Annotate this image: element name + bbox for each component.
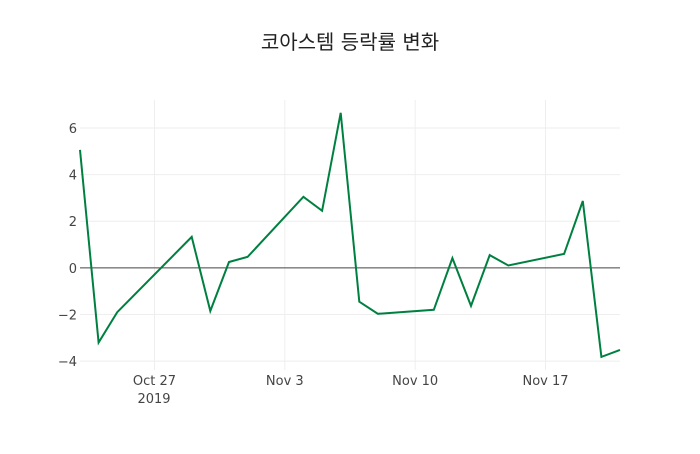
x-tick-label: Nov 17 [522,374,568,389]
y-tick-label: 4 [69,169,77,184]
y-axis-ticks: −4 −2 0 2 4 6 [58,122,77,370]
x-axis-ticks: Oct 27 Nov 3 Nov 10 Nov 17 [133,374,569,389]
y-tick-label: −2 [58,309,77,324]
x-tick-year: 2019 [137,392,170,407]
y-tick-label: 0 [69,262,77,277]
chart-title: 코아스템 등락률 변화 [261,30,439,54]
y-tick-label: 6 [69,122,77,137]
grid [80,100,620,370]
x-tick-label: Nov 3 [266,374,304,389]
series-line [79,112,621,359]
x-tick-label: Nov 10 [392,374,438,389]
x-tick-label: Oct 27 [133,374,176,389]
y-tick-label: −4 [58,355,77,370]
y-tick-label: 2 [69,215,77,230]
